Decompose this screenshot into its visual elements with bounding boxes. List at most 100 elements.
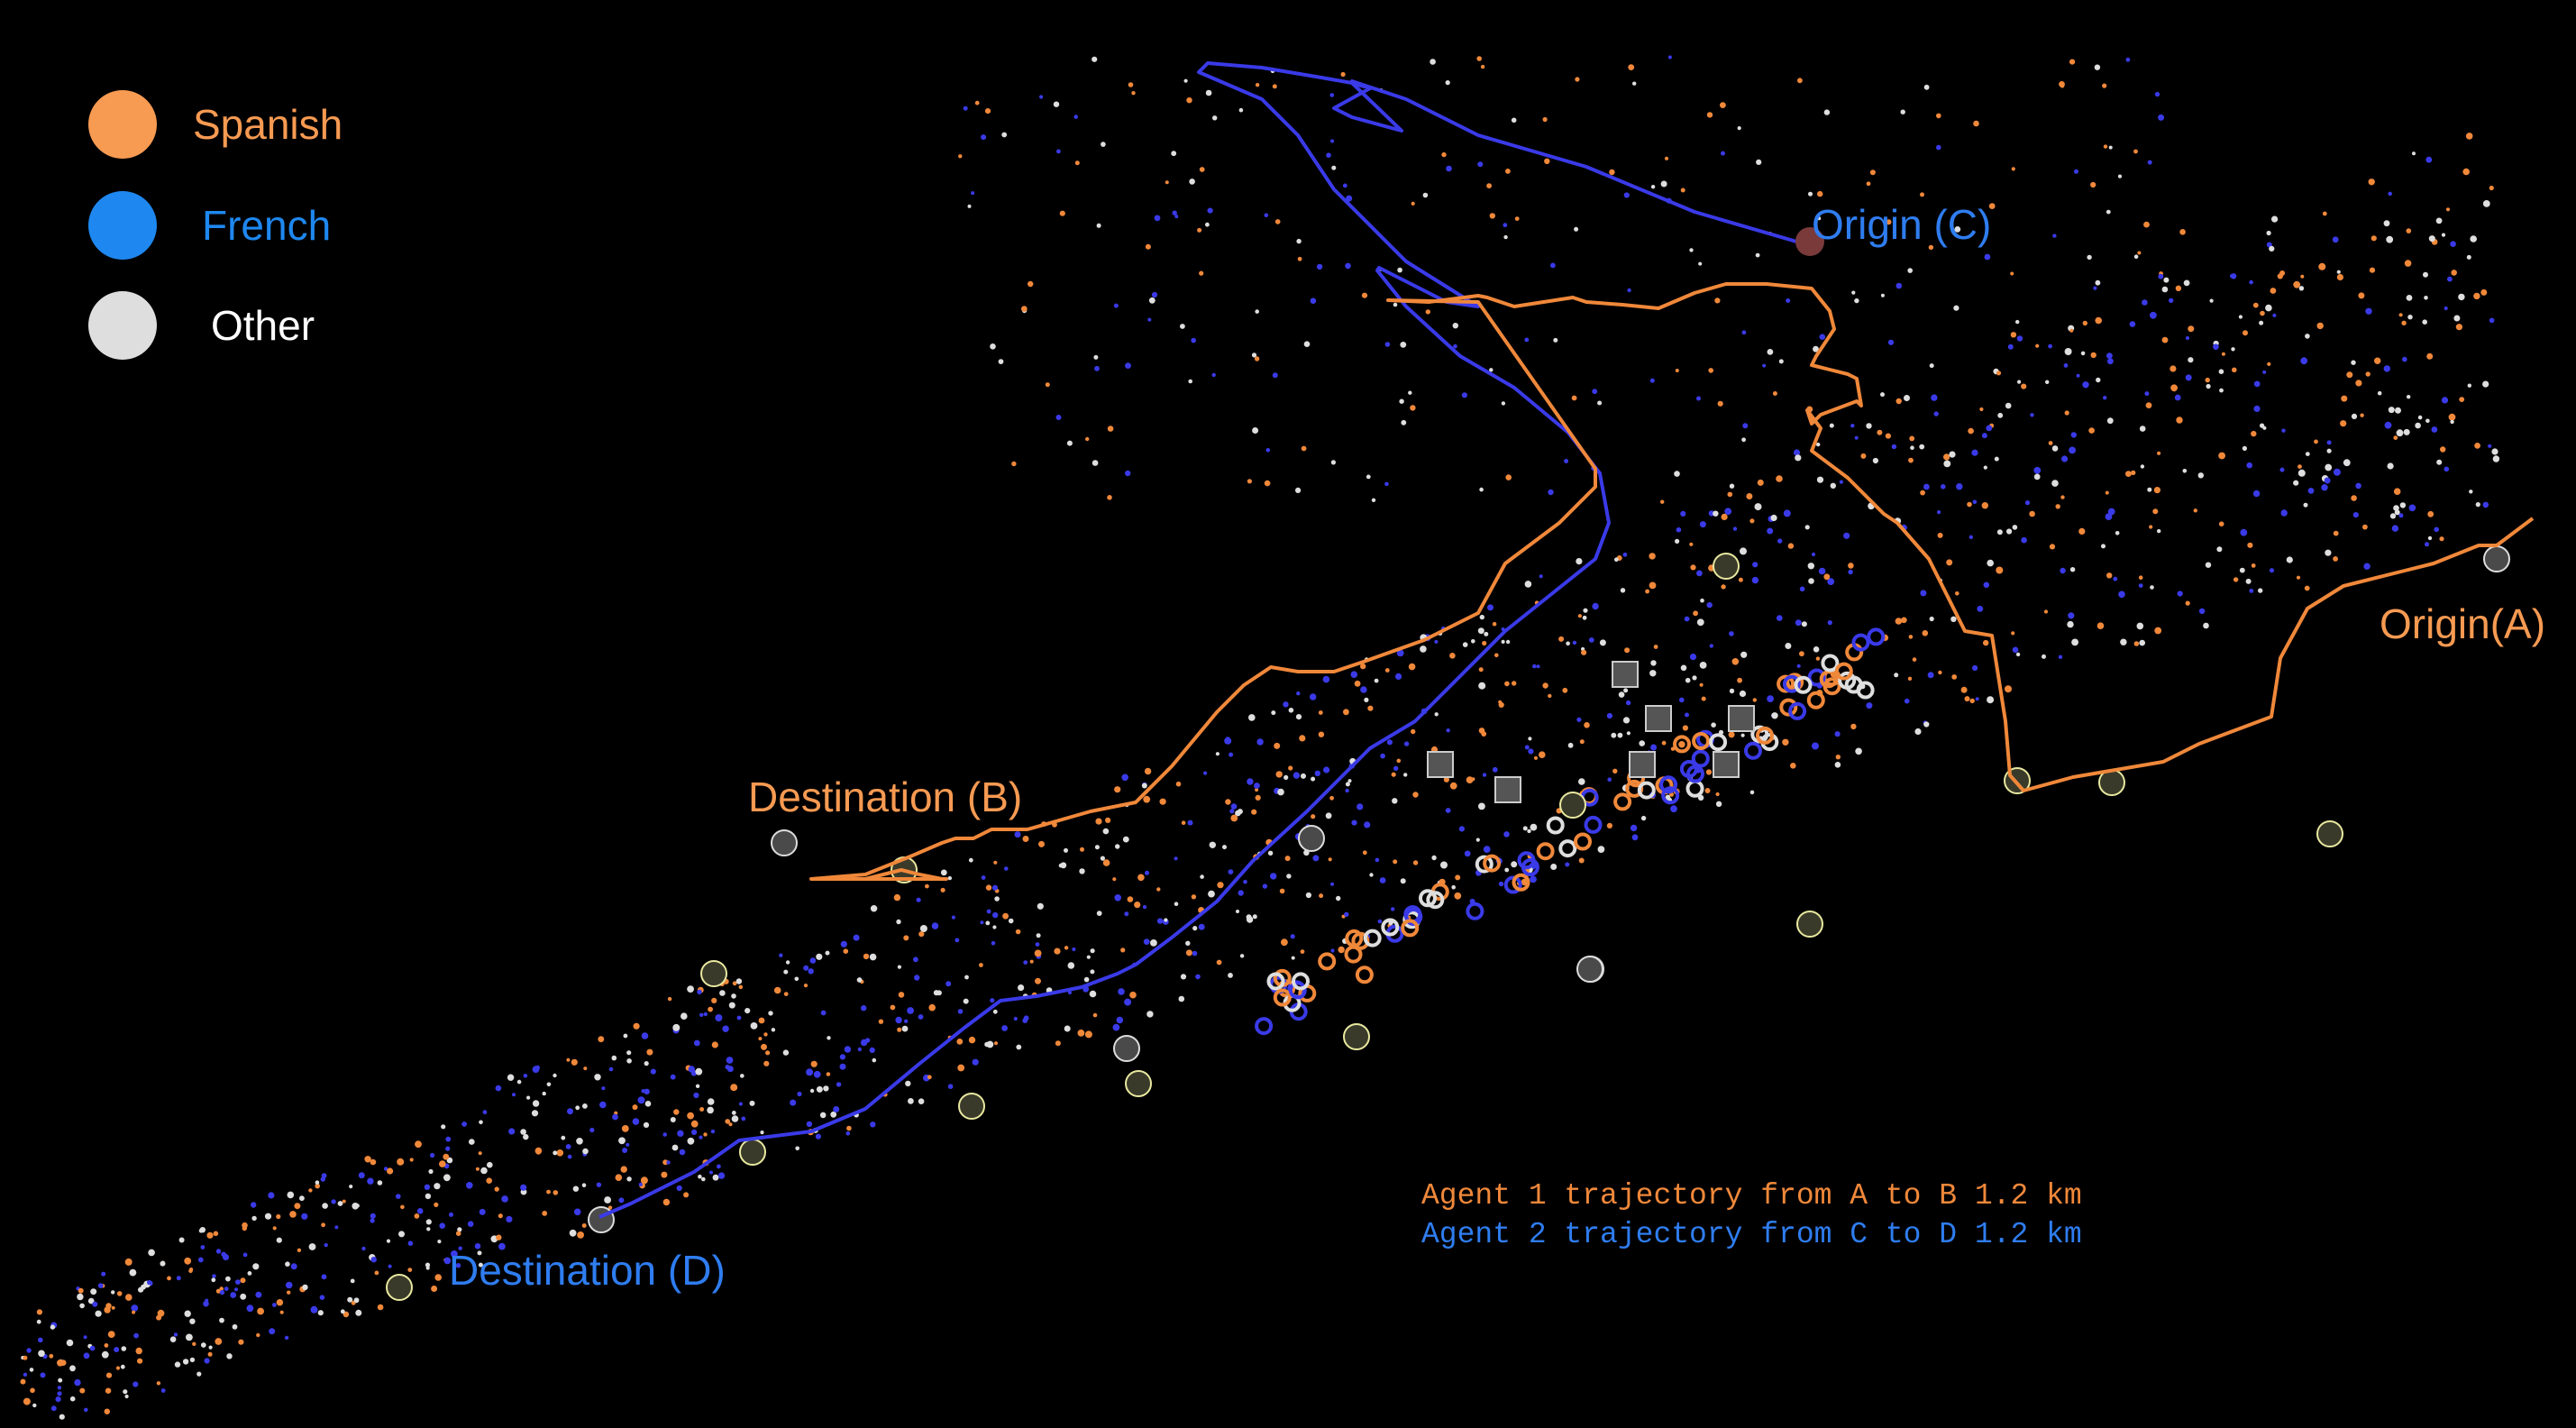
scatter-point [1553,337,1558,343]
scatter-point [1938,670,1942,675]
scatter-point [809,1088,815,1094]
scatter-point [1011,461,1017,467]
scatter-point [1908,457,1914,463]
scatter-point [2193,508,2197,513]
scatter-point [905,1080,911,1087]
scatter-point [806,1068,814,1076]
scatter-point [2352,512,2359,518]
scatter-point [1016,1044,1022,1050]
scatter-point [1392,798,1398,804]
legend-label-spanish: Spanish [193,101,343,148]
scatter-point [981,875,986,880]
scatter-point [1330,139,1335,143]
scatter-point [2042,654,2046,659]
scatter-point [542,1211,548,1216]
scatter-point [1514,216,1520,222]
scatter-point [2067,620,2074,628]
scatter-point [123,1389,128,1395]
scatter-point [2071,638,2079,646]
scatter-point [699,1012,704,1018]
scatter-point [2138,575,2143,580]
scatter-point [1815,656,1821,661]
scatter-point [1482,773,1487,777]
scatter-point [1396,758,1402,764]
scatter-point [1749,518,1755,524]
scatter-point [1345,782,1350,787]
scatter-point [980,920,984,925]
scatter-point [890,1004,896,1011]
scatter-point [2055,504,2060,509]
scatter-point [2296,575,2301,580]
cluster-ring [1401,919,1420,938]
scatter-point [2015,652,2021,657]
scatter-point [1524,337,1530,343]
scatter-point [1449,782,1457,790]
scatter-point [482,1110,488,1115]
scatter-point [1301,445,1307,452]
scatter-point [1080,847,1084,852]
scatter-point [2113,576,2118,581]
cluster-ring [1266,972,1285,991]
scatter-point [869,953,877,961]
scatter-point [2021,383,2027,389]
scatter-point [2406,295,2413,301]
scatter-point [566,1057,571,1062]
scatter-point [2482,380,2489,388]
scatter-point [2152,508,2159,515]
scatter-point [115,1366,121,1370]
scatter-point [1420,645,1427,653]
scatter-point [1972,499,1978,505]
scatter-point [1532,664,1537,669]
scatter-point [1928,244,1934,251]
scatter-point [2240,528,2248,536]
scatter-point [174,1361,181,1368]
scatter-point [1380,753,1385,759]
scatter-point [2144,391,2150,397]
scatter-point [1597,846,1605,853]
scatter-point [1384,481,1389,487]
scatter-point [1711,722,1716,728]
scatter-point [1675,538,1680,545]
scatter-point [725,1119,730,1124]
scatter-point [1391,772,1396,777]
scatter-point [2482,501,2489,508]
scatter-point [2069,59,2076,65]
scatter-point [120,1364,125,1369]
scatter-point [1431,855,1437,861]
scatter-point [1572,640,1577,645]
scatter-point [1653,645,1658,649]
scatter-point [535,1149,542,1155]
scatter-point [576,1138,583,1145]
scatter-point [315,1183,321,1189]
scatter-point [1737,126,1741,131]
scatter-point [637,1096,645,1104]
scatter-point [581,1223,587,1228]
scatter-point [1494,653,1499,658]
scatter-point [1923,483,1930,490]
scatter-point [1578,778,1585,785]
scatter-point [1811,552,1816,557]
scatter-point [1185,949,1192,957]
scatter-point [1479,614,1485,620]
scatter-point [1839,480,1843,484]
scatter-point [1066,440,1073,446]
scatter-point [1148,297,1156,304]
scatter-point [2139,426,2146,432]
scatter-point [2369,267,2376,273]
scatter-point [1611,732,1617,738]
scatter-point [1028,280,1034,288]
scatter-point [310,1305,318,1314]
scatter-point [870,1121,876,1128]
scatter-point [984,108,991,114]
scatter-point [1029,959,1034,964]
scatter-point [1386,739,1393,746]
scatter-point [2218,369,2224,375]
scatter-point [1661,740,1667,746]
scatter-point [437,1240,442,1244]
scatter-point [844,1046,852,1053]
scatter-point [1818,567,1826,575]
scatter-point [1576,558,1583,565]
scatter-point [901,1025,909,1032]
scatter-point [1274,219,1281,224]
scatter-point [1682,725,1688,731]
